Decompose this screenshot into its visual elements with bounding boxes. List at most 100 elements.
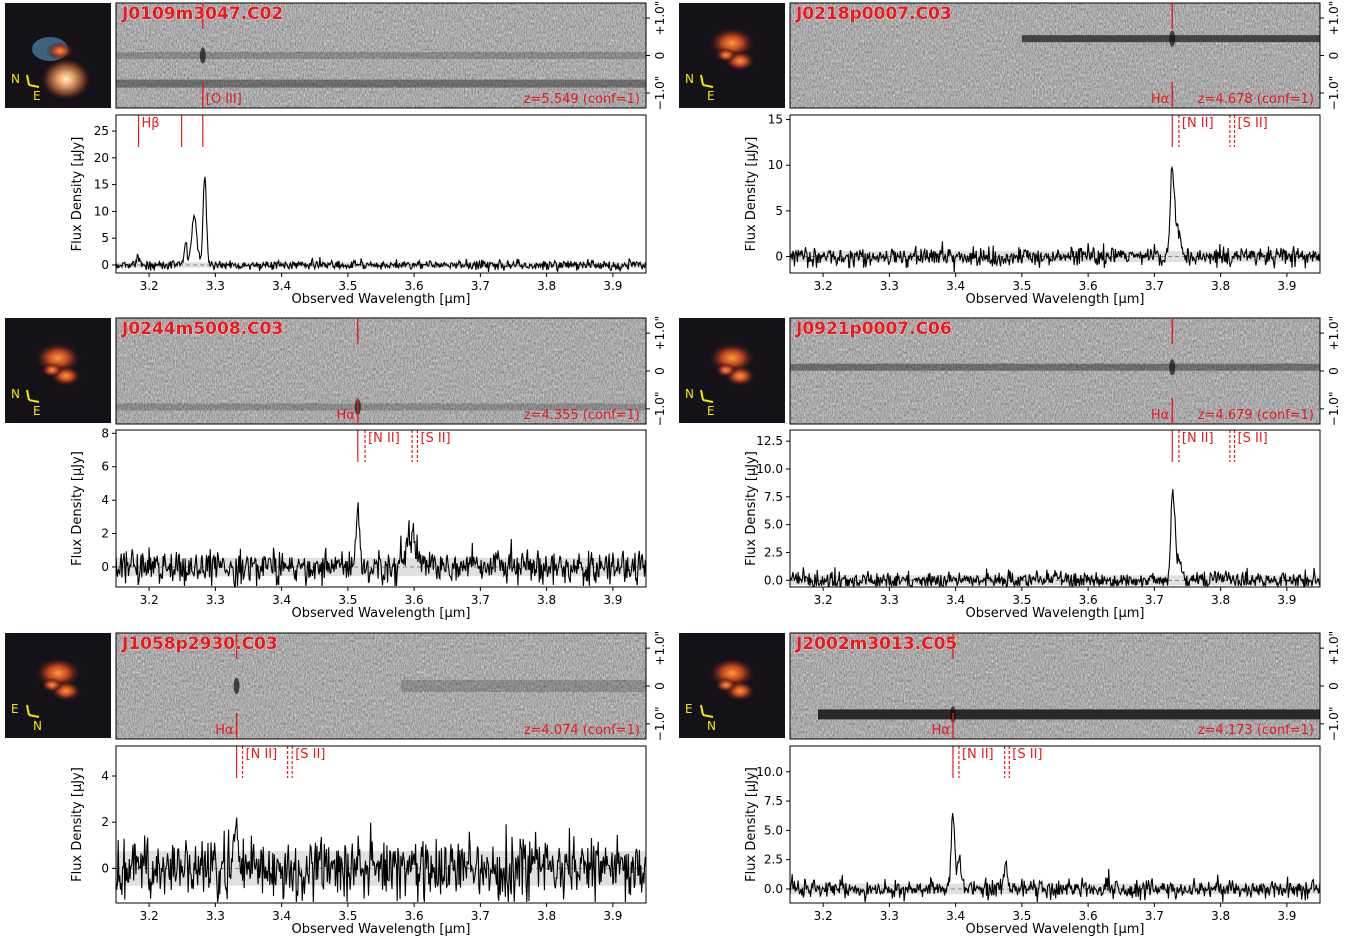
x-axis-label: Observed Wavelength [µm] bbox=[291, 606, 470, 621]
x-tick-label: 3.3 bbox=[880, 909, 899, 923]
compass-arrow bbox=[700, 74, 704, 86]
x-tick-label: 3.9 bbox=[603, 593, 622, 607]
x-tick-label: 3.9 bbox=[603, 909, 622, 923]
compass-arrow bbox=[28, 714, 40, 718]
redshift-label: z=4.678 (conf=1) bbox=[1198, 92, 1314, 107]
compass-icon: EN bbox=[685, 702, 716, 733]
line-marker-label: [S II] bbox=[1238, 431, 1268, 446]
x-tick-label: 3.4 bbox=[946, 909, 965, 923]
spatial-tick-label: −1.0" bbox=[1327, 392, 1341, 427]
spectrum-title: J1058p2930.C03 bbox=[121, 634, 278, 654]
y-tick-label: 20 bbox=[94, 151, 109, 165]
x-axis-label: Observed Wavelength [µm] bbox=[965, 606, 1144, 621]
line-marker-label: [S II] bbox=[295, 747, 325, 762]
x-tick-label: 3.9 bbox=[603, 279, 622, 293]
x-tick-label: 3.9 bbox=[1277, 909, 1296, 923]
x-tick-label: 3.6 bbox=[405, 593, 424, 607]
spectrum-2d-image: J0109m3047.C02 z=5.549 (conf=1) [O III] +1.… bbox=[115, 1, 667, 110]
x-tick-label: 3.4 bbox=[272, 593, 291, 607]
y-axis-label: Flux Density [µJy] bbox=[70, 137, 85, 252]
noise-band bbox=[790, 575, 1320, 586]
spectrum-series-line bbox=[789, 489, 1321, 589]
x-tick-label: 3.4 bbox=[272, 909, 291, 923]
galaxy-blob bbox=[715, 362, 737, 378]
line-label: Hα bbox=[932, 723, 950, 738]
x-axis-label: Observed Wavelength [µm] bbox=[291, 292, 470, 307]
plot-frame bbox=[115, 429, 647, 588]
galaxy-thumbnail: NE bbox=[5, 318, 111, 423]
line-label: Hα bbox=[1151, 92, 1169, 107]
spectrum-2d-image: J0921p0007.C06 z=4.679 (conf=1) Hα +1.0" 0 −1… bbox=[789, 316, 1341, 427]
galaxy-blob bbox=[715, 47, 737, 63]
galaxy-thumbnail: NE bbox=[5, 3, 111, 108]
line-marker-label: [N II] bbox=[1182, 431, 1214, 446]
spectrum-series-line bbox=[789, 165, 1321, 273]
spectral-trace bbox=[790, 363, 1320, 371]
x-tick-label: 3.5 bbox=[1012, 279, 1031, 293]
spatial-tick-label: −1.0" bbox=[1327, 707, 1341, 742]
spatial-tick-label: +1.0" bbox=[653, 316, 667, 351]
galaxy-thumbnail: EN bbox=[679, 633, 785, 738]
x-tick-label: 3.7 bbox=[471, 593, 490, 607]
x-tick-label: 3.9 bbox=[1277, 279, 1296, 293]
y-tick-label: 0 bbox=[775, 250, 783, 264]
compass-label: E bbox=[707, 89, 715, 103]
y-axis-label: Flux Density [µJy] bbox=[744, 137, 759, 252]
spectral-trace bbox=[116, 52, 646, 59]
x-tick-label: 3.8 bbox=[537, 279, 556, 293]
spectrum-1d-plot: [N II] [S II] 0 2 4 3.2 3.3 3.4 3.5 3.6 3.7 3.8 3.9 O… bbox=[70, 745, 647, 937]
galaxy-blob bbox=[40, 55, 92, 99]
galaxy-blob bbox=[41, 362, 63, 378]
x-tick-label: 3.8 bbox=[537, 909, 556, 923]
y-tick-label: 4 bbox=[101, 769, 109, 783]
y-tick-label: 5.0 bbox=[764, 518, 783, 532]
x-tick-label: 3.6 bbox=[405, 909, 424, 923]
spectral-trace bbox=[400, 680, 646, 692]
compass-label: N bbox=[685, 387, 694, 401]
spectrum-1d-plot: [N II] [S II] 0 2 4 6 8 3.2 3.3 3.4 3.5 3.6 3.7 3.8 3.… bbox=[70, 426, 647, 621]
compass-icon: NE bbox=[685, 72, 715, 103]
spectrum-panel: EN J1058p2930.C03 z=4.074 (conf=1) Hα +1.0" 0… bbox=[5, 631, 667, 937]
compass-label: E bbox=[685, 702, 693, 716]
spectrum-2d-image: J0244m5008.C03 z=4.355 (conf=1) Hα +1.0" 0 −1… bbox=[115, 316, 667, 426]
y-tick-label: 25 bbox=[94, 124, 109, 138]
line-marker-label: [N II] bbox=[962, 747, 994, 762]
image-noise bbox=[790, 633, 1320, 739]
x-tick-label: 3.2 bbox=[814, 279, 833, 293]
redshift-label: z=4.355 (conf=1) bbox=[524, 408, 640, 423]
x-tick-label: 3.7 bbox=[1145, 593, 1164, 607]
spectrum-series-line bbox=[115, 502, 647, 587]
spectral-trace bbox=[818, 709, 1320, 720]
spatial-tick-label: 0 bbox=[653, 367, 667, 375]
y-axis-label: Flux Density [µJy] bbox=[70, 451, 85, 566]
spatial-tick-label: +1.0" bbox=[1327, 631, 1341, 666]
spectrum-2d-image: J2002m3013.C05 z=4.173 (conf=1) Hα +1.0" 0 −1… bbox=[789, 631, 1341, 742]
spectrum-series-line bbox=[789, 812, 1321, 903]
compass-label: N bbox=[33, 719, 42, 733]
spectrum-title: J0109m3047.C02 bbox=[121, 4, 283, 24]
spectrum-title: J0218p0007.C03 bbox=[795, 4, 952, 24]
spectrum-panel: NE J0921p0007.C06 z=4.679 (conf=1) Hα +1.0" 0… bbox=[679, 316, 1341, 621]
line-marker-label: [S II] bbox=[1012, 747, 1042, 762]
y-tick-label: 8 bbox=[101, 426, 109, 440]
y-axis-label: Flux Density [µJy] bbox=[744, 451, 759, 566]
y-tick-label: 2 bbox=[101, 527, 109, 541]
x-tick-label: 3.5 bbox=[1012, 909, 1031, 923]
compass-icon: EN bbox=[11, 702, 42, 733]
compass-arrow bbox=[700, 389, 704, 401]
spectrum-title: J0244m5008.C03 bbox=[121, 319, 283, 339]
spatial-tick-label: +1.0" bbox=[1327, 316, 1341, 351]
line-marker-label: [S II] bbox=[1238, 116, 1268, 131]
compass-arrow bbox=[26, 389, 30, 401]
x-tick-label: 3.8 bbox=[1211, 279, 1230, 293]
compass-label: N bbox=[707, 719, 716, 733]
y-tick-label: 2.5 bbox=[764, 853, 783, 867]
line-label: Hα bbox=[336, 408, 354, 423]
spatial-tick-label: +1.0" bbox=[653, 631, 667, 666]
spectrum-panel: NE J0244m5008.C03 z=4.355 (conf=1) Hα +1.0" 0… bbox=[5, 316, 667, 621]
x-tick-label: 3.6 bbox=[1079, 279, 1098, 293]
galaxy-blob bbox=[41, 677, 63, 693]
compass-label: N bbox=[11, 72, 20, 86]
x-tick-label: 3.2 bbox=[140, 909, 159, 923]
x-tick-label: 3.9 bbox=[1277, 593, 1296, 607]
